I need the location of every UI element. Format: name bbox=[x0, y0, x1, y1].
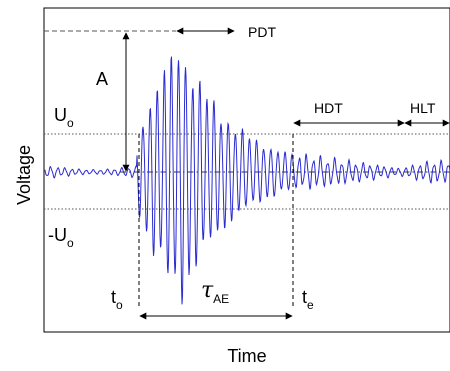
y-axis-title: Voltage bbox=[14, 145, 34, 205]
threshold-negative-main: -U bbox=[48, 225, 67, 245]
pdt-label: PDT bbox=[248, 24, 276, 40]
amplitude-label: A bbox=[96, 69, 108, 89]
threshold-positive-main: U bbox=[54, 105, 67, 125]
t-start-label: to bbox=[111, 287, 123, 312]
threshold-negative-sub: o bbox=[67, 236, 74, 250]
threshold-positive-sub: o bbox=[67, 116, 74, 130]
t-start-main: t bbox=[111, 287, 116, 307]
plot-frame bbox=[43, 7, 450, 333]
duration-symbol: τ bbox=[201, 278, 214, 303]
threshold-negative-label: -Uo bbox=[48, 225, 74, 250]
hlt-label: HLT bbox=[410, 100, 436, 116]
duration-label: τAE bbox=[201, 278, 229, 306]
duration-sub: AE bbox=[213, 292, 229, 306]
threshold-positive-label: Uo bbox=[54, 105, 74, 130]
x-axis-title: Time bbox=[227, 346, 266, 366]
t-start-sub: o bbox=[116, 298, 123, 312]
t-end-main: t bbox=[302, 287, 307, 307]
t-end-label: te bbox=[302, 287, 314, 312]
hdt-label: HDT bbox=[314, 100, 343, 116]
t-end-sub: e bbox=[307, 298, 314, 312]
signal-waveform bbox=[44, 56, 450, 305]
